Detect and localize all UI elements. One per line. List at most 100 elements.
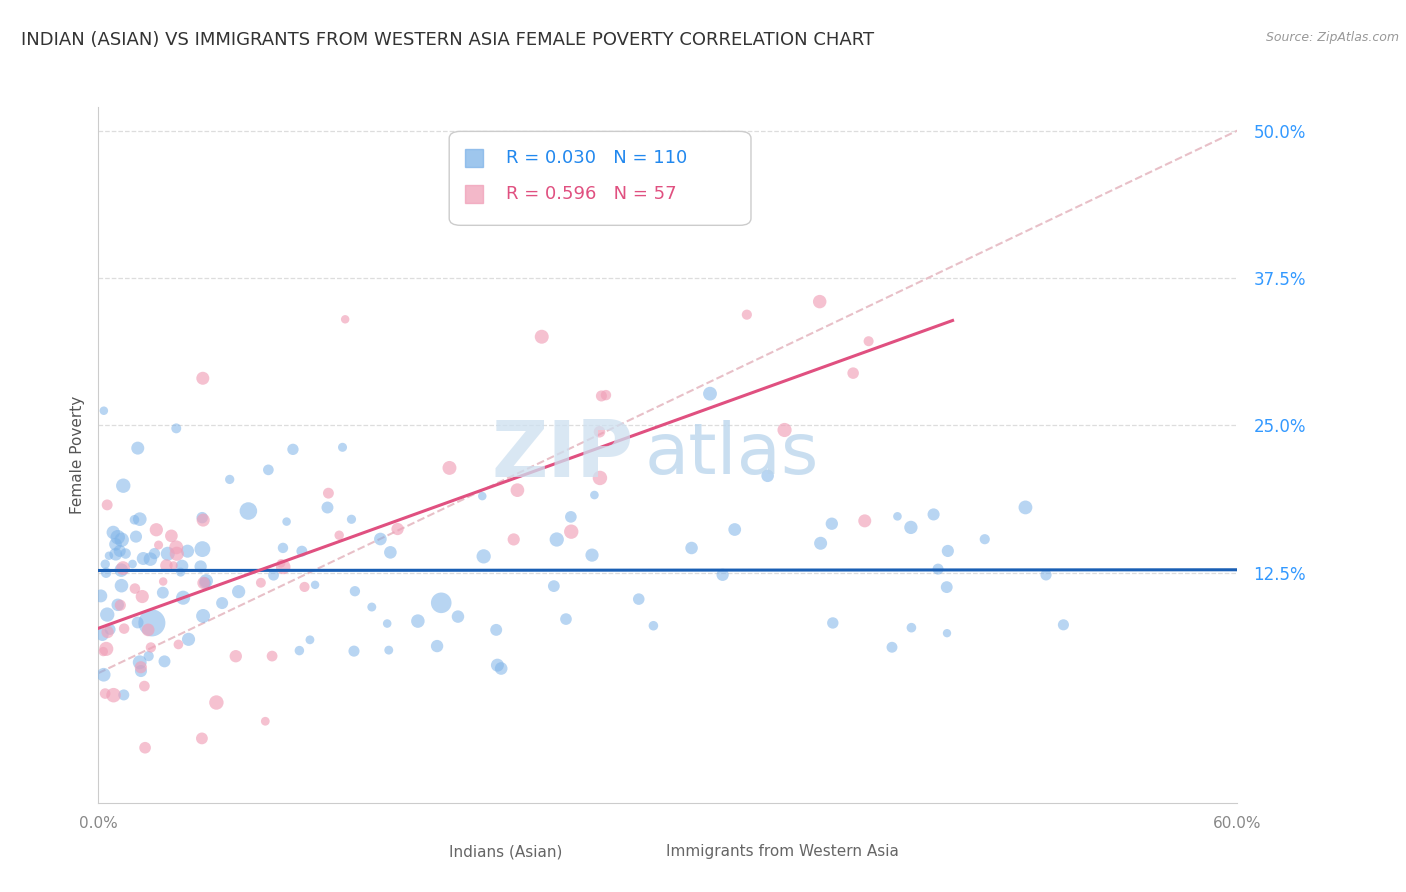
Point <box>263 568 285 582</box>
FancyBboxPatch shape <box>449 131 751 226</box>
Point <box>193 513 215 527</box>
Point <box>472 549 495 564</box>
Point <box>271 560 294 574</box>
Point <box>471 489 494 503</box>
Point <box>138 649 160 664</box>
Point <box>380 545 402 559</box>
Point <box>96 498 118 512</box>
Point <box>166 547 188 561</box>
Point <box>193 576 215 591</box>
Point <box>191 542 214 557</box>
Point <box>103 688 125 702</box>
Point <box>191 371 214 385</box>
Text: ZIP: ZIP <box>492 417 634 493</box>
Point <box>124 582 146 596</box>
Point <box>124 513 146 527</box>
Point <box>148 538 170 552</box>
Point <box>773 423 796 437</box>
Point <box>190 559 212 574</box>
Point <box>169 565 191 579</box>
Point <box>724 523 747 537</box>
Point <box>595 388 617 402</box>
Text: R = 0.596   N = 57: R = 0.596 N = 57 <box>506 185 676 203</box>
Point <box>555 612 578 626</box>
Point <box>298 632 321 647</box>
Point <box>711 567 734 582</box>
Point <box>530 330 553 344</box>
Point <box>136 623 159 637</box>
Point <box>112 622 135 636</box>
Point <box>94 557 117 571</box>
Point <box>110 579 132 593</box>
Point <box>627 592 650 607</box>
Point <box>316 500 339 515</box>
Point <box>143 547 166 561</box>
Point <box>1035 568 1057 582</box>
Point <box>583 488 606 502</box>
Point <box>340 512 363 526</box>
Point <box>588 425 610 439</box>
Point <box>485 623 508 637</box>
Point <box>360 600 382 615</box>
Point <box>681 541 703 555</box>
Point <box>129 660 152 674</box>
Point <box>139 552 162 566</box>
Point <box>502 533 524 547</box>
Point <box>195 574 218 588</box>
Point <box>858 334 880 349</box>
Point <box>643 618 665 632</box>
Point <box>111 561 134 575</box>
Point <box>97 625 120 640</box>
Point <box>129 664 152 678</box>
Text: Indians (Asian): Indians (Asian) <box>449 844 562 859</box>
Point <box>821 615 844 630</box>
Point <box>194 575 217 590</box>
Point <box>107 530 129 544</box>
Point <box>91 644 114 658</box>
Point <box>176 544 198 558</box>
Point <box>155 558 177 573</box>
Point <box>318 486 340 500</box>
Point <box>191 609 214 624</box>
Point <box>842 366 865 380</box>
Point <box>262 649 284 664</box>
Point <box>218 472 240 486</box>
Point <box>167 637 190 651</box>
Point <box>96 607 118 622</box>
Point <box>591 389 613 403</box>
Point <box>332 440 354 454</box>
Point <box>152 585 174 599</box>
Point <box>94 687 117 701</box>
Point <box>335 312 357 326</box>
Point <box>291 544 314 558</box>
Point <box>114 547 136 561</box>
Point <box>110 563 132 577</box>
Point <box>125 530 148 544</box>
Point <box>900 520 922 534</box>
Point <box>927 562 949 576</box>
Point <box>387 522 409 536</box>
Point <box>127 441 149 455</box>
Point <box>111 533 134 547</box>
Point <box>647 194 669 209</box>
Point <box>165 421 187 435</box>
Point <box>581 548 603 562</box>
Point <box>1014 500 1036 515</box>
Point <box>107 598 129 612</box>
Point <box>935 580 957 594</box>
Point <box>560 524 582 539</box>
Point <box>145 523 167 537</box>
Point <box>94 566 117 580</box>
Point <box>110 599 132 613</box>
Point <box>91 628 114 642</box>
Text: R = 0.030   N = 110: R = 0.030 N = 110 <box>506 149 688 167</box>
Point <box>880 640 903 655</box>
Point <box>228 584 250 599</box>
Point <box>821 516 844 531</box>
Point <box>936 626 959 640</box>
Point <box>131 590 153 604</box>
Text: atlas: atlas <box>645 420 820 490</box>
Text: Source: ZipAtlas.com: Source: ZipAtlas.com <box>1265 31 1399 45</box>
Point <box>294 580 316 594</box>
Point <box>489 661 512 675</box>
